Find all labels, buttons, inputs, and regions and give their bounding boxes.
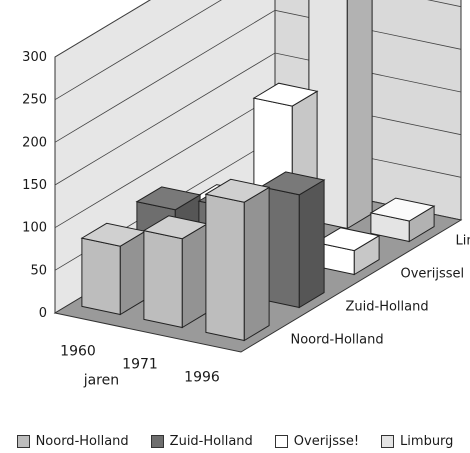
bar	[204, 178, 271, 342]
legend-swatch	[16, 434, 30, 448]
y-tick-label: 0	[39, 306, 47, 321]
legend-item: Overijsse!	[274, 430, 360, 452]
gridline	[54, 0, 462, 101]
y-tick-label: 300	[22, 50, 47, 65]
legend-label: Limburg	[400, 433, 454, 449]
gridline	[54, 52, 462, 186]
bar	[80, 222, 147, 316]
depth-label: Noord-Holland	[291, 333, 384, 348]
bar	[142, 215, 209, 329]
x-tick-label: 1996	[184, 370, 220, 386]
y-tick-label: 100	[22, 221, 47, 236]
x-axis-title: jaren	[83, 373, 119, 389]
gridline	[54, 0, 151, 58]
legend-label: Overijsse!	[293, 433, 360, 449]
legend-label: Noord-Holland	[35, 433, 129, 449]
x-tick-label: 1960	[60, 344, 96, 360]
legend-swatch	[150, 434, 164, 448]
bar	[369, 197, 436, 243]
depth-label: Limburg	[456, 234, 470, 249]
legend-item: Zuid-Holland	[150, 430, 253, 452]
legend-item: Limburg	[381, 430, 453, 452]
legend: Noord-Holland Zuid-Holland Overijsse! Limbu…	[0, 430, 470, 452]
legend-swatch	[381, 434, 395, 448]
chart-3d-bar: 0 50 100 150 200 250 300 1960 1971 1996 jaren Noord…	[22, 0, 470, 389]
y-tick-label: 50	[30, 263, 47, 278]
legend-label: Zuid-Holland	[169, 433, 253, 449]
x-tick-label: 1971	[122, 357, 158, 373]
depth-label: Zuid-Holland	[346, 300, 429, 315]
legend-item: Noord-Holland	[16, 430, 129, 452]
bar	[314, 227, 381, 276]
bar	[259, 171, 326, 309]
gridline	[54, 9, 462, 143]
y-tick-label: 200	[22, 135, 47, 150]
bar	[308, 0, 373, 230]
y-tick-label: 250	[22, 93, 47, 108]
legend-swatch	[274, 434, 288, 448]
y-tick-label: 150	[22, 178, 47, 193]
depth-label: Overijssel	[401, 267, 465, 282]
